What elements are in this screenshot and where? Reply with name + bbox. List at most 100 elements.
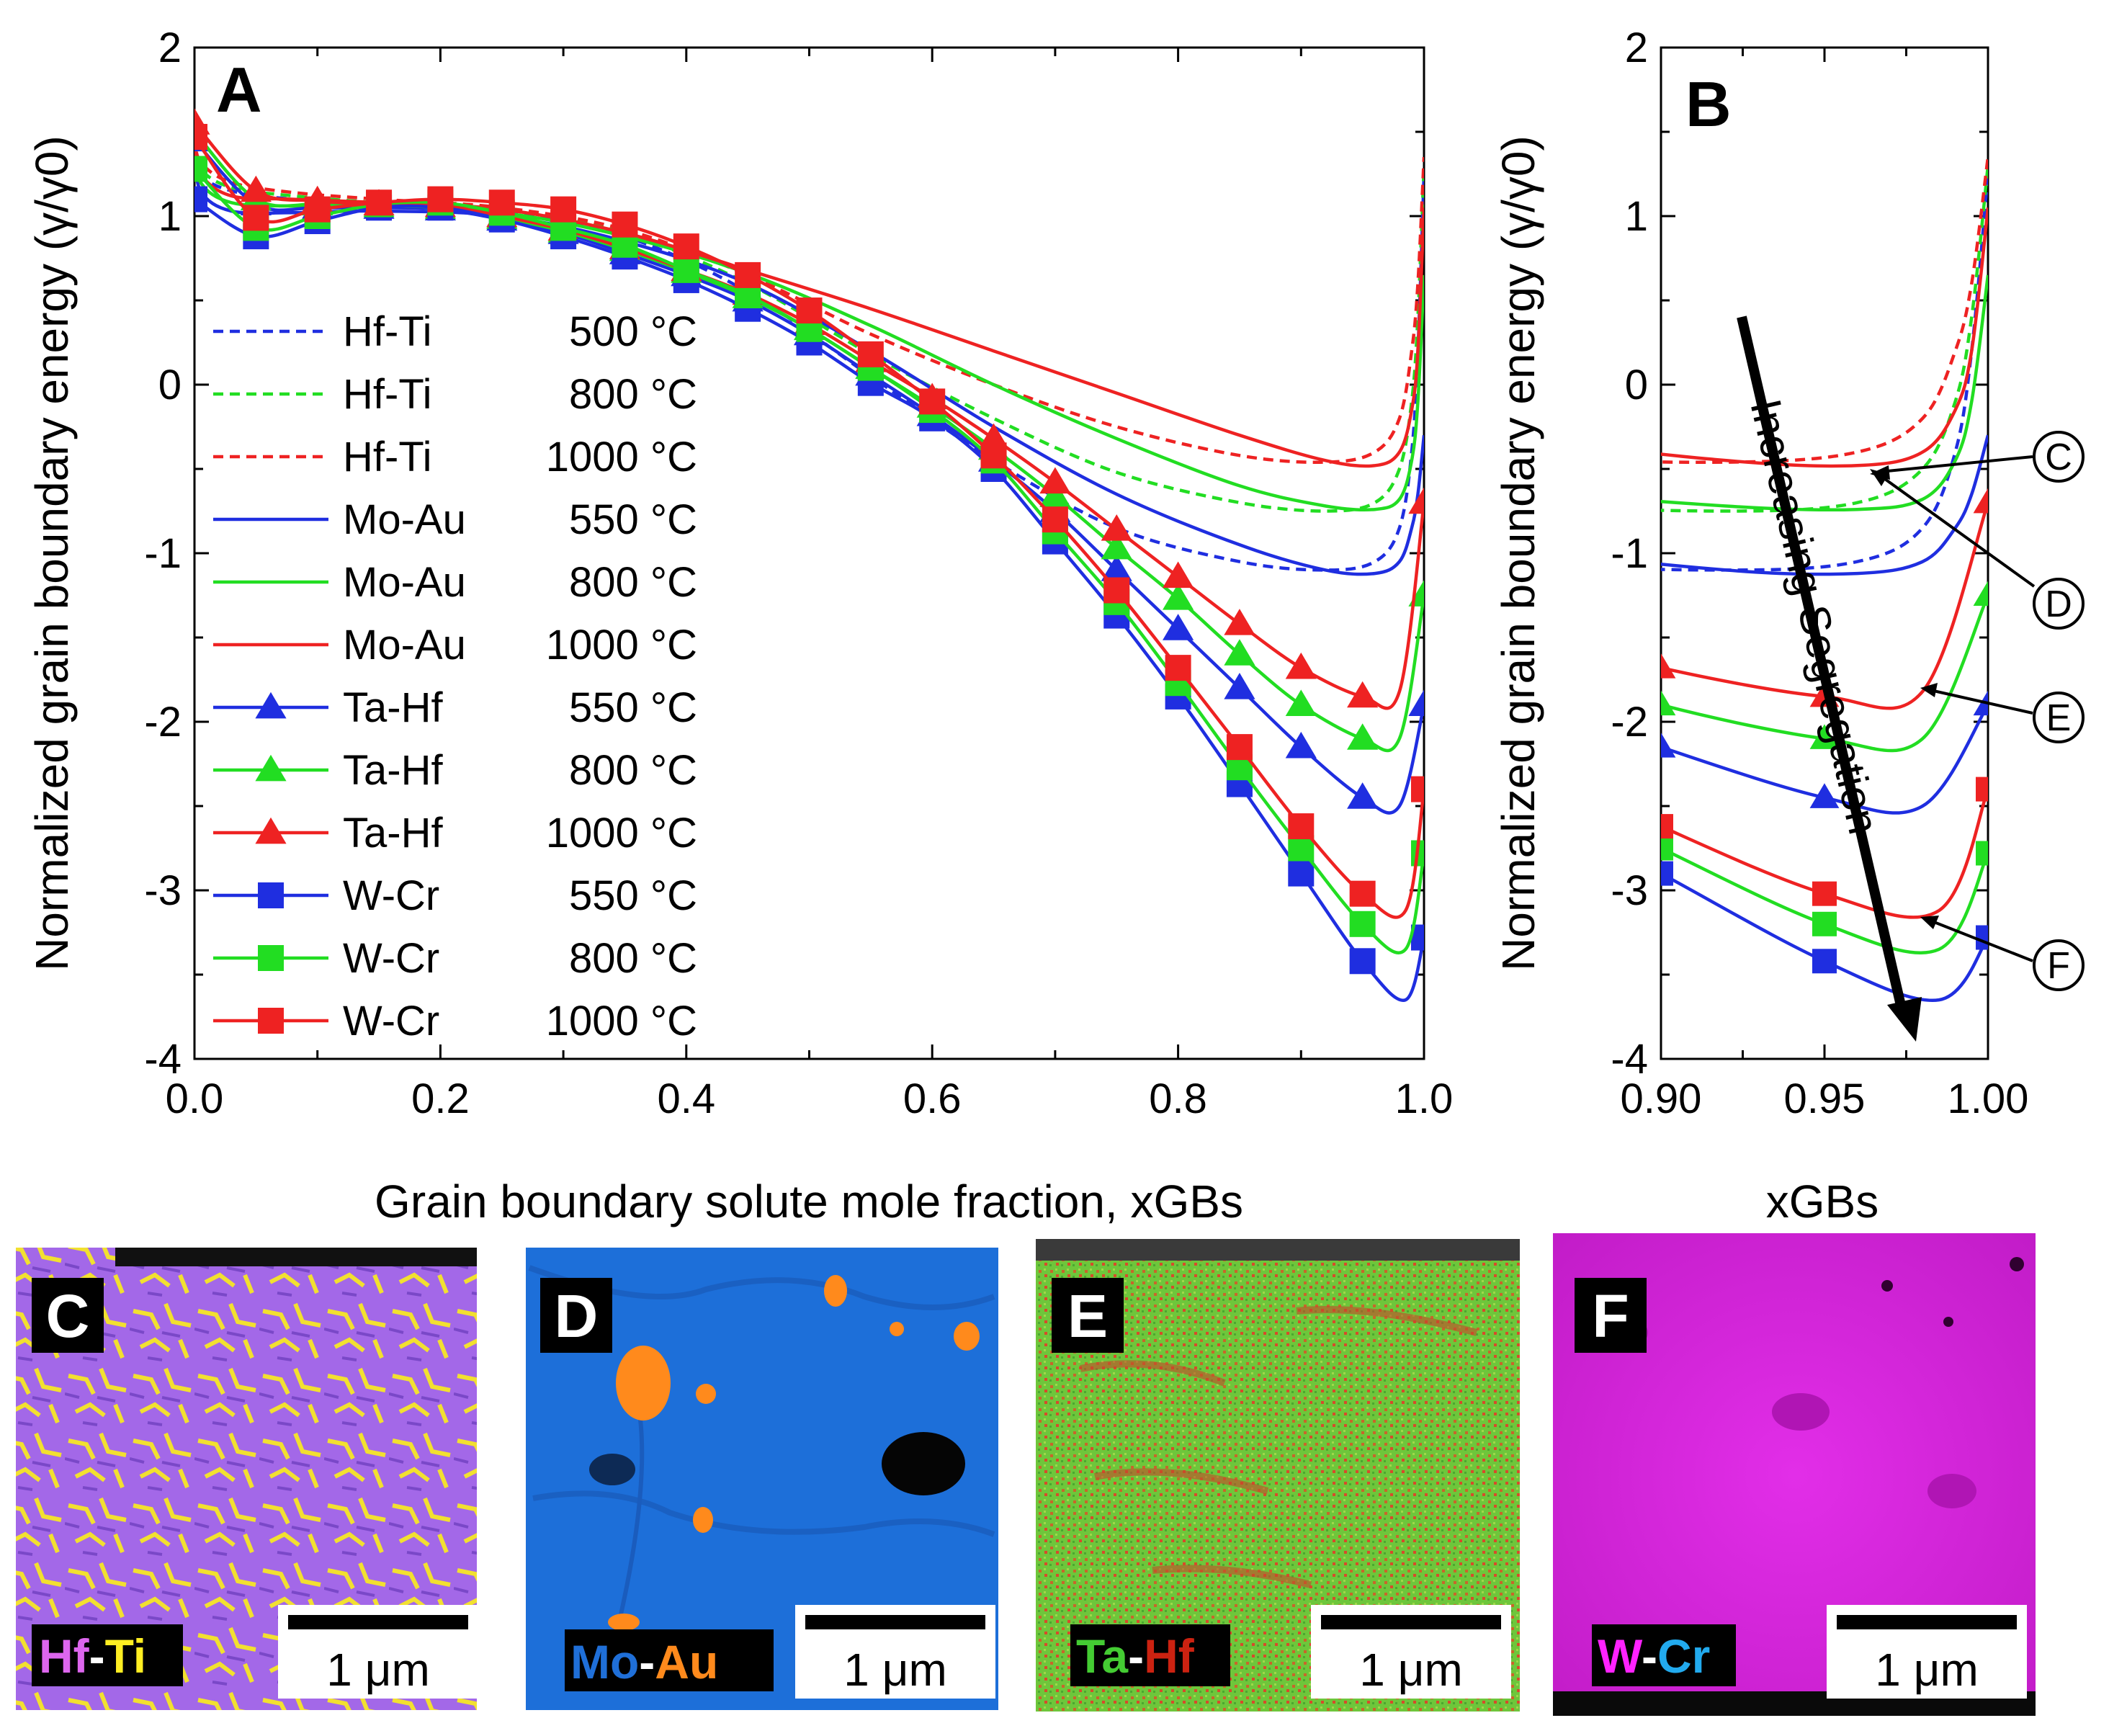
panel-a-marker-w-cr-1000-c	[980, 442, 1007, 469]
panel-a-marker-w-cr-1000-c	[796, 297, 823, 324]
legend-temp: 800 °C	[569, 935, 697, 982]
panel-a-marker-ta-hf-550-c	[1408, 689, 1424, 716]
panel-b-marker-ta-hf-800-c	[1809, 724, 1840, 749]
micrograph-d-au-particle-6	[608, 1614, 640, 1631]
segregation-arrow-head	[1887, 997, 1922, 1042]
micrograph-d-au-particle-3	[954, 1322, 980, 1351]
micrograph-e-element-bg	[1070, 1624, 1230, 1686]
legend-alloy: Mo-Au	[343, 559, 466, 606]
panel-b-line-w-cr-550-c	[1661, 872, 1988, 1002]
panel-a-marker-ta-hf-800-c	[1101, 532, 1132, 560]
legend-temp: 1000 °C	[546, 622, 697, 668]
panel-a-line-hf-ti-1000-c	[194, 135, 1424, 464]
micrograph-f-pore-3	[1943, 1317, 1953, 1327]
panel-a-marker-w-cr-800-c	[1288, 835, 1315, 862]
panel-a-marker-ta-hf-550-c	[1285, 731, 1317, 759]
legend: Hf-Ti 500 °C Hf-Ti 800 °C Hf-Ti 1000 °C Mo-Au 5…	[213, 308, 697, 1044]
panel-a-marker-ta-hf-1000-c	[1101, 514, 1132, 541]
micrograph-f-spot-3	[1927, 1474, 1976, 1508]
callout-e-label: E	[2046, 697, 2072, 739]
panel-a: 0.0 0.2 0.4 0.6 0.8 1.0 -4 -3 -2 -1 0 1 2 A Normaliz…	[26, 24, 1453, 1227]
panel-a-marker-w-cr-1000-c	[1042, 506, 1068, 533]
panel-a-marker-w-cr-1000-c	[427, 186, 454, 212]
micrograph-d-au-particle-7	[890, 1322, 904, 1336]
panel-a-marker-w-cr-550-c	[1349, 948, 1376, 975]
panel-b-ytick-label: -4	[1611, 1036, 1648, 1083]
panel-b-letter: B	[1685, 68, 1732, 140]
callout-f: F	[1920, 916, 2085, 991]
panel-b-ytick-label: -2	[1611, 699, 1648, 746]
callout-c-label: C	[2045, 437, 2072, 478]
panel-a-marker-w-cr-1000-c	[1411, 776, 1424, 802]
micrograph-c-scale-label: 1 μm	[326, 1644, 430, 1696]
micrograph-f: xGBs F W-Cr 1 μm	[1553, 1233, 2036, 1716]
legend-marker	[258, 1008, 284, 1034]
micrograph-d-element-bg	[565, 1629, 774, 1691]
micrograph-d-letter: D	[555, 1282, 599, 1350]
panel-a-marker-w-cr-550-c	[194, 186, 207, 212]
legend-temp: 800 °C	[569, 747, 697, 794]
panel-a-marker-w-cr-1000-c	[735, 261, 761, 288]
panel-b-marker-w-cr-800-c	[1812, 911, 1837, 936]
micrograph-d-au-particle-4	[696, 1384, 716, 1404]
legend-alloy: W-Cr	[343, 935, 439, 982]
panel-b-xlabel: xGBs	[1766, 1176, 1879, 1227]
panel-b-ytick-label: -1	[1611, 530, 1648, 577]
panel-a-xtick-label: 1.0	[1395, 1075, 1454, 1122]
panel-b-marker-w-cr-1000-c	[1976, 777, 1988, 802]
panel-b-marker-ta-hf-1000-c	[1661, 653, 1676, 679]
micrograph-e-letter: E	[1067, 1282, 1108, 1350]
panel-a-xtick-label: 0.6	[903, 1075, 962, 1122]
panel-a-marker-w-cr-1000-c	[673, 233, 699, 260]
panel-a-ytick-label: -1	[144, 530, 182, 577]
panel-a-marker-w-cr-1000-c	[194, 124, 207, 151]
callout-d: D	[1870, 469, 2085, 630]
panel-b-marker-ta-hf-550-c	[1973, 690, 1988, 716]
panel-b-ytick-label: 2	[1625, 24, 1648, 71]
panel-b-marker-w-cr-800-c	[1661, 836, 1673, 861]
micrograph-e-hf-streaks	[1080, 1306, 1478, 1588]
panel-a-marker-ta-hf-550-c	[1163, 614, 1194, 640]
panel-a-marker-ta-hf-1000-c	[1347, 681, 1379, 708]
micrograph-f-element-bg	[1592, 1624, 1736, 1686]
panel-a-letter: A	[216, 54, 262, 125]
panel-a-ytick-label: 0	[158, 362, 182, 408]
segregation-annotation: Increasing Segregation	[1741, 395, 1888, 838]
micrograph-c-element-bg	[32, 1624, 183, 1686]
panel-a-marker-w-cr-550-c	[1411, 924, 1424, 951]
panel-a-marker-w-cr-800-c	[194, 156, 207, 182]
panel-b-line-hf-ti-800-c	[1661, 165, 1988, 513]
panel-a-marker-ta-hf-1000-c	[1408, 487, 1424, 514]
micrograph-c: C Hf-Ti 1 μm	[16, 1248, 478, 1710]
micrograph-d-void-2	[589, 1454, 635, 1485]
legend-temp: 550 °C	[569, 684, 697, 731]
micrograph-e-scalebar	[1321, 1615, 1501, 1629]
panel-a-ytick-label: -2	[144, 699, 182, 746]
panel-b-ytick-label: 1	[1625, 193, 1648, 240]
panel-b-xtick-label: 1.00	[1948, 1075, 2029, 1122]
panel-a-marker-w-cr-1000-c	[857, 341, 884, 367]
legend-alloy: Mo-Au	[343, 622, 466, 668]
legend-alloy: Hf-Ti	[343, 308, 431, 355]
micrograph-c-scalebar	[288, 1615, 468, 1629]
panel-a-marker-ta-hf-800-c	[1285, 689, 1317, 716]
legend-marker	[255, 754, 287, 782]
micrograph-f-spot-1	[1772, 1393, 1830, 1431]
legend-alloy: W-Cr	[343, 998, 439, 1044]
legend-alloy: Mo-Au	[343, 496, 466, 543]
panel-b-marker-ta-hf-550-c	[1661, 733, 1676, 758]
panel-a-marker-ta-hf-1000-c	[1285, 652, 1317, 679]
panel-b-xtick-label: 0.90	[1621, 1075, 1702, 1122]
panel-b-series	[1661, 156, 1988, 1002]
legend-marker	[258, 945, 284, 971]
micrograph-e-elements: Ta-Hf	[1076, 1629, 1195, 1683]
micrograph-d-scale-label: 1 μm	[843, 1644, 947, 1696]
callout-d-label: D	[2045, 583, 2072, 625]
micrograph-f-scale-label: 1 μm	[1875, 1644, 1979, 1696]
callout-e: E	[1920, 683, 2085, 743]
panel-a-xtick-label: 0.2	[411, 1075, 470, 1122]
panel-a-xtick-label: 0.0	[166, 1075, 224, 1122]
micrograph-c-edge	[115, 1248, 477, 1266]
legend-temp: 1000 °C	[546, 998, 697, 1044]
